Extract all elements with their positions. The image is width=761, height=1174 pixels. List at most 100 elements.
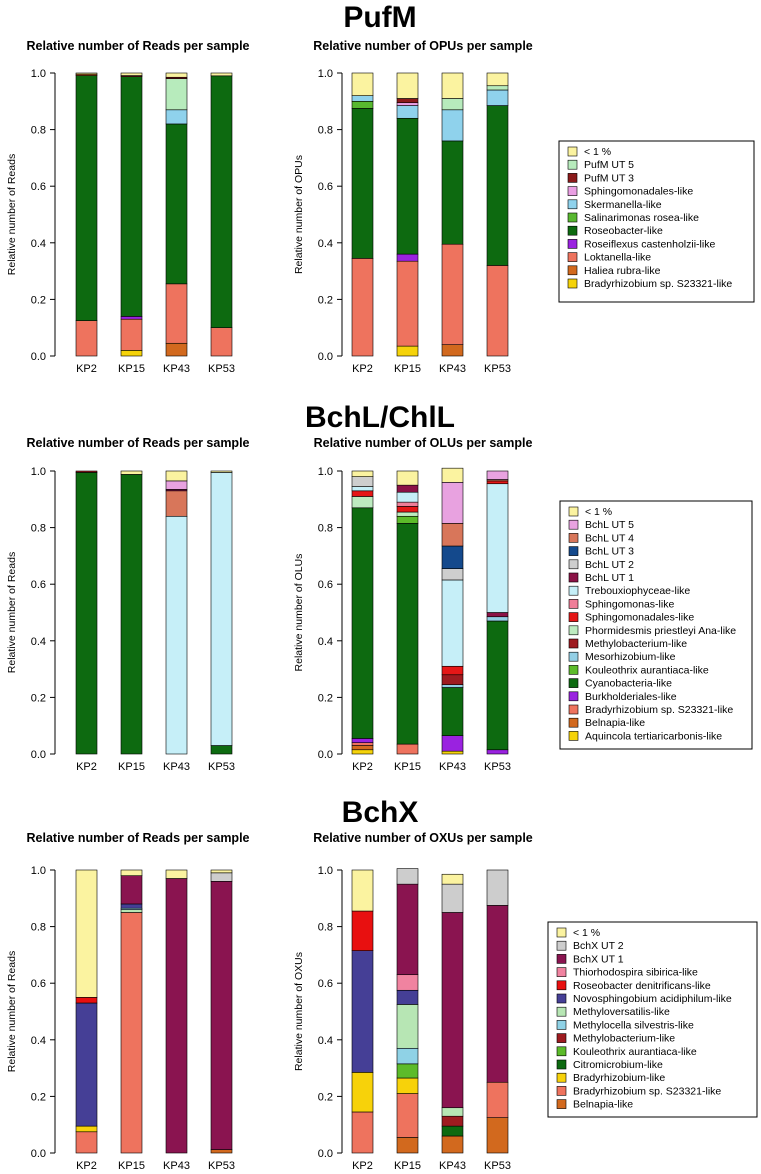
bar-segment-lt1	[165, 72, 188, 78]
legend-swatch-belnapia	[556, 1099, 567, 1109]
x-tick-label: KP2	[352, 363, 373, 375]
y-tick-label: 0.0	[31, 749, 46, 761]
bar-segment-belnapia	[486, 1117, 509, 1154]
bar-segment-loktanella	[486, 265, 509, 357]
y-tick-label: 0.6	[31, 579, 46, 591]
legend-label: < 1 %	[584, 146, 611, 158]
gene-section-2: BchX Relative number of Reads per sample 0…	[6, 796, 758, 1172]
bar-segment-roseobacter	[120, 76, 143, 317]
y-tick-label: 0.6	[318, 181, 333, 193]
bar-segment-pufm_ut3	[396, 98, 419, 104]
x-tick-label: KP2	[352, 761, 373, 773]
legend-frame	[547, 921, 758, 1118]
bar-segment-loktanella	[351, 258, 374, 357]
bar-segment-roseiflexus	[396, 253, 419, 262]
legend-swatch-lt1	[567, 146, 578, 157]
bar-segment-loktanella	[441, 243, 464, 345]
y-tick-label: 0.0	[31, 1148, 46, 1160]
bar-segment-lt1	[351, 470, 374, 477]
x-tick-label: KP15	[118, 1160, 145, 1172]
bar-segment-methylobacterium	[441, 674, 464, 685]
bar-segment-trebouxiophyceae	[165, 515, 188, 755]
legend-label: Methyloversatilis-like	[573, 1006, 670, 1018]
bar-segment-methyloversatilis	[396, 1004, 419, 1049]
x-tick-label: KP15	[394, 363, 421, 375]
legend-swatch-bchl_ut5	[568, 519, 579, 530]
bar-segment-skermanella	[486, 89, 509, 106]
bar-segment-novosphingobium	[120, 903, 143, 909]
bar-segment-lt1	[441, 873, 464, 885]
bar-segment-lt1	[210, 470, 233, 473]
y-tick-label: 1.0	[318, 68, 333, 80]
bar-segment-bchl_ut2	[441, 568, 464, 581]
x-tick-label: KP53	[484, 363, 511, 375]
y-tick-label: 1.0	[318, 466, 333, 478]
y-tick-label: 1.0	[31, 68, 46, 80]
legend-label: Roseobacter-like	[584, 225, 663, 237]
bar-segment-bchl_ut5	[165, 480, 188, 490]
bar-segment-roseobacter	[165, 123, 188, 285]
bar-segment-skermanella	[165, 109, 188, 125]
legend-frame	[559, 500, 753, 750]
legend-label: Sphingomonadales-like	[584, 186, 693, 198]
x-tick-label: KP2	[76, 1160, 97, 1172]
x-tick-label: KP43	[163, 1160, 190, 1172]
legend-swatch-cyanobacteria	[568, 678, 579, 688]
bar-segment-loktanella	[120, 318, 143, 351]
bar-segment-mesorhizobium	[486, 616, 509, 622]
legend-label: Bradyrhizobium sp. S23321-like	[585, 704, 733, 716]
legend-swatch-bchl_ut1	[568, 572, 579, 583]
bar-segment-belnapia	[396, 1137, 419, 1154]
y-tick-label: 0.4	[318, 238, 333, 250]
legend-label: Methylocella silvestris-like	[573, 1019, 694, 1031]
bar-segment-bchx_ut1	[210, 881, 233, 1150]
bar-segment-bchl_ut4	[441, 523, 464, 547]
bar-segment-lt1	[165, 869, 188, 879]
legend-swatch-lt1	[568, 506, 579, 517]
legend-label: Kouleothrix aurantiaca-like	[573, 1046, 697, 1058]
bar-segment-haliea	[165, 342, 188, 357]
legend-label: BchL UT 5	[585, 519, 634, 531]
bar-segment-lt1	[441, 467, 464, 483]
legend-swatch-aquincola	[568, 731, 579, 741]
legend-swatch-kouleothrix	[568, 665, 579, 675]
bar-segment-phormidesmis	[396, 511, 419, 517]
legend-swatch-roseobacter_den	[556, 980, 567, 991]
bar-segment-sphingomonadales_red	[351, 490, 374, 497]
x-tick-label: KP53	[208, 761, 235, 773]
bar-segment-lt1	[351, 869, 374, 912]
bar-segment-cyanobacteria	[120, 474, 143, 755]
bar-segment-loktanella	[396, 260, 419, 347]
y-tick-label: 0.6	[318, 579, 333, 591]
bar-segment-novosphingobium	[351, 950, 374, 1073]
stacked-bar-chart: Relative number of OLUs per sample 0.0 0.2…	[293, 436, 532, 773]
x-tick-label: KP43	[439, 761, 466, 773]
legend-label: Aquincola tertiaricarbonis-like	[585, 730, 722, 742]
y-tick-label: 0.0	[31, 351, 46, 363]
legend-label: Kouleothrix aurantiaca-like	[585, 664, 709, 676]
bar-segment-belnapia	[351, 745, 374, 751]
bar-segment-roseiflexus	[120, 316, 143, 320]
legend-swatch-bchx_ut2	[556, 940, 567, 951]
bar-segment-pufm_ut5	[486, 85, 509, 91]
bar-segment-methyloversatilis	[120, 909, 143, 913]
bar-segment-roseobacter_den	[75, 997, 98, 1004]
x-tick-label: KP53	[484, 1160, 511, 1172]
x-tick-label: KP53	[484, 761, 511, 773]
stacked-bar-chart: Relative number of OXUs per sample 0.0 0.2…	[293, 831, 533, 1172]
legend-swatch-pufm_ut5	[567, 159, 578, 170]
y-tick-label: 0.2	[318, 1091, 333, 1103]
bar-segment-bchl_ut5	[486, 470, 509, 480]
legend-swatch-methylocella	[556, 1020, 567, 1030]
bar-segment-salinarimonas	[351, 101, 374, 109]
bar-segment-bradyrhizobium_s2	[351, 742, 374, 746]
bar-segment-trebouxiophyceae	[486, 483, 509, 613]
bar-segment-cyanobacteria	[210, 745, 233, 755]
legend-swatch-pufm_ut3	[567, 173, 578, 183]
chart-title: Relative number of OXUs per sample	[313, 831, 533, 845]
bar-segment-lt1	[120, 470, 143, 475]
legend-swatch-sphingomonadales_red	[568, 612, 579, 622]
legend-label: Skermanella-like	[584, 199, 662, 211]
